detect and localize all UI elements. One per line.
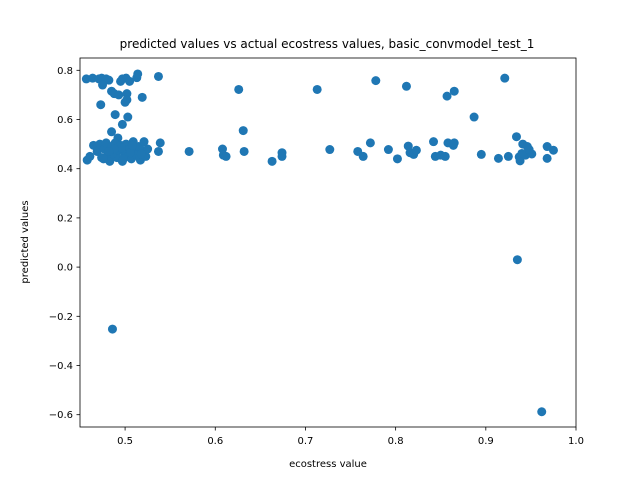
data-point [104, 75, 114, 85]
y-tick-label: −0.6 [49, 410, 73, 421]
data-point [125, 76, 135, 86]
data-point [122, 89, 132, 99]
data-point [542, 153, 552, 163]
data-point [449, 86, 459, 96]
data-point [537, 407, 547, 417]
plot-frame [79, 57, 577, 428]
data-point [234, 84, 244, 94]
data-point [98, 80, 108, 90]
x-tick-label: 1.0 [568, 436, 584, 447]
data-point [476, 149, 486, 159]
data-point [107, 127, 117, 137]
data-point [500, 73, 510, 83]
data-point [96, 100, 106, 110]
data-point [442, 91, 452, 101]
data-point [517, 148, 527, 158]
data-point [85, 151, 95, 161]
data-point [116, 76, 126, 86]
data-point [221, 151, 231, 161]
data-point [512, 255, 522, 265]
y-tick-label: 0.8 [57, 66, 73, 77]
data-point [127, 140, 137, 150]
y-tick-label: 0.0 [57, 263, 73, 274]
data-point [117, 119, 127, 129]
data-point [98, 154, 108, 164]
y-tick-label: −0.2 [49, 312, 73, 323]
data-point [392, 154, 402, 164]
data-point [104, 146, 114, 156]
data-point [312, 84, 322, 94]
y-axis-ticks: −0.6 −0.4 −0.2 0.0 0.2 0.4 0.6 0.8 [49, 66, 80, 421]
x-tick-label: 0.6 [207, 436, 223, 447]
y-tick-label: 0.6 [57, 115, 73, 126]
x-axis-ticks: 0.5 0.6 0.7 0.8 0.9 1.0 [117, 427, 584, 447]
data-point [239, 146, 249, 156]
data-point [92, 146, 102, 156]
data-point [120, 97, 130, 107]
x-tick-label: 0.9 [478, 436, 494, 447]
y-axis-label: predicted values [20, 200, 31, 283]
data-point [503, 151, 513, 161]
data-point [116, 143, 126, 153]
data-point [153, 71, 163, 81]
data-point [126, 148, 135, 158]
data-point [371, 76, 381, 86]
data-point [411, 145, 421, 155]
data-point [277, 151, 287, 161]
data-point [358, 151, 368, 161]
data-point [114, 90, 124, 100]
data-point [493, 153, 503, 163]
data-point [143, 144, 153, 154]
data-point [515, 156, 525, 166]
data-point [469, 112, 479, 122]
data-point [238, 126, 248, 136]
y-tick-label: 0.4 [57, 164, 73, 175]
data-point [267, 156, 277, 166]
data-point [137, 92, 147, 102]
data-point [325, 145, 335, 155]
data-point [449, 138, 459, 148]
data-point [440, 151, 450, 161]
data-point [524, 145, 534, 155]
data-point [107, 324, 117, 334]
data-point [153, 146, 163, 156]
data-point [401, 81, 411, 91]
x-tick-label: 0.7 [298, 436, 314, 447]
chart-title: predicted values vs actual ecostress val… [120, 37, 535, 51]
data-point [548, 145, 558, 155]
x-tick-label: 0.8 [388, 436, 404, 447]
data-point [123, 112, 133, 122]
data-point [139, 137, 149, 147]
data-point [155, 138, 165, 148]
data-point [429, 137, 439, 147]
data-point [133, 69, 143, 79]
data-point [511, 132, 521, 142]
data-point [184, 146, 194, 156]
x-axis-label: ecostress value [289, 459, 367, 470]
x-tick-label: 0.5 [117, 436, 133, 447]
data-point [365, 138, 375, 148]
y-tick-label: −0.4 [49, 361, 73, 372]
data-point [136, 149, 146, 159]
y-tick-label: 0.2 [57, 213, 73, 224]
data-point [383, 145, 393, 155]
data-point [110, 110, 120, 120]
data-point [118, 154, 128, 164]
scatter-points [81, 69, 558, 417]
